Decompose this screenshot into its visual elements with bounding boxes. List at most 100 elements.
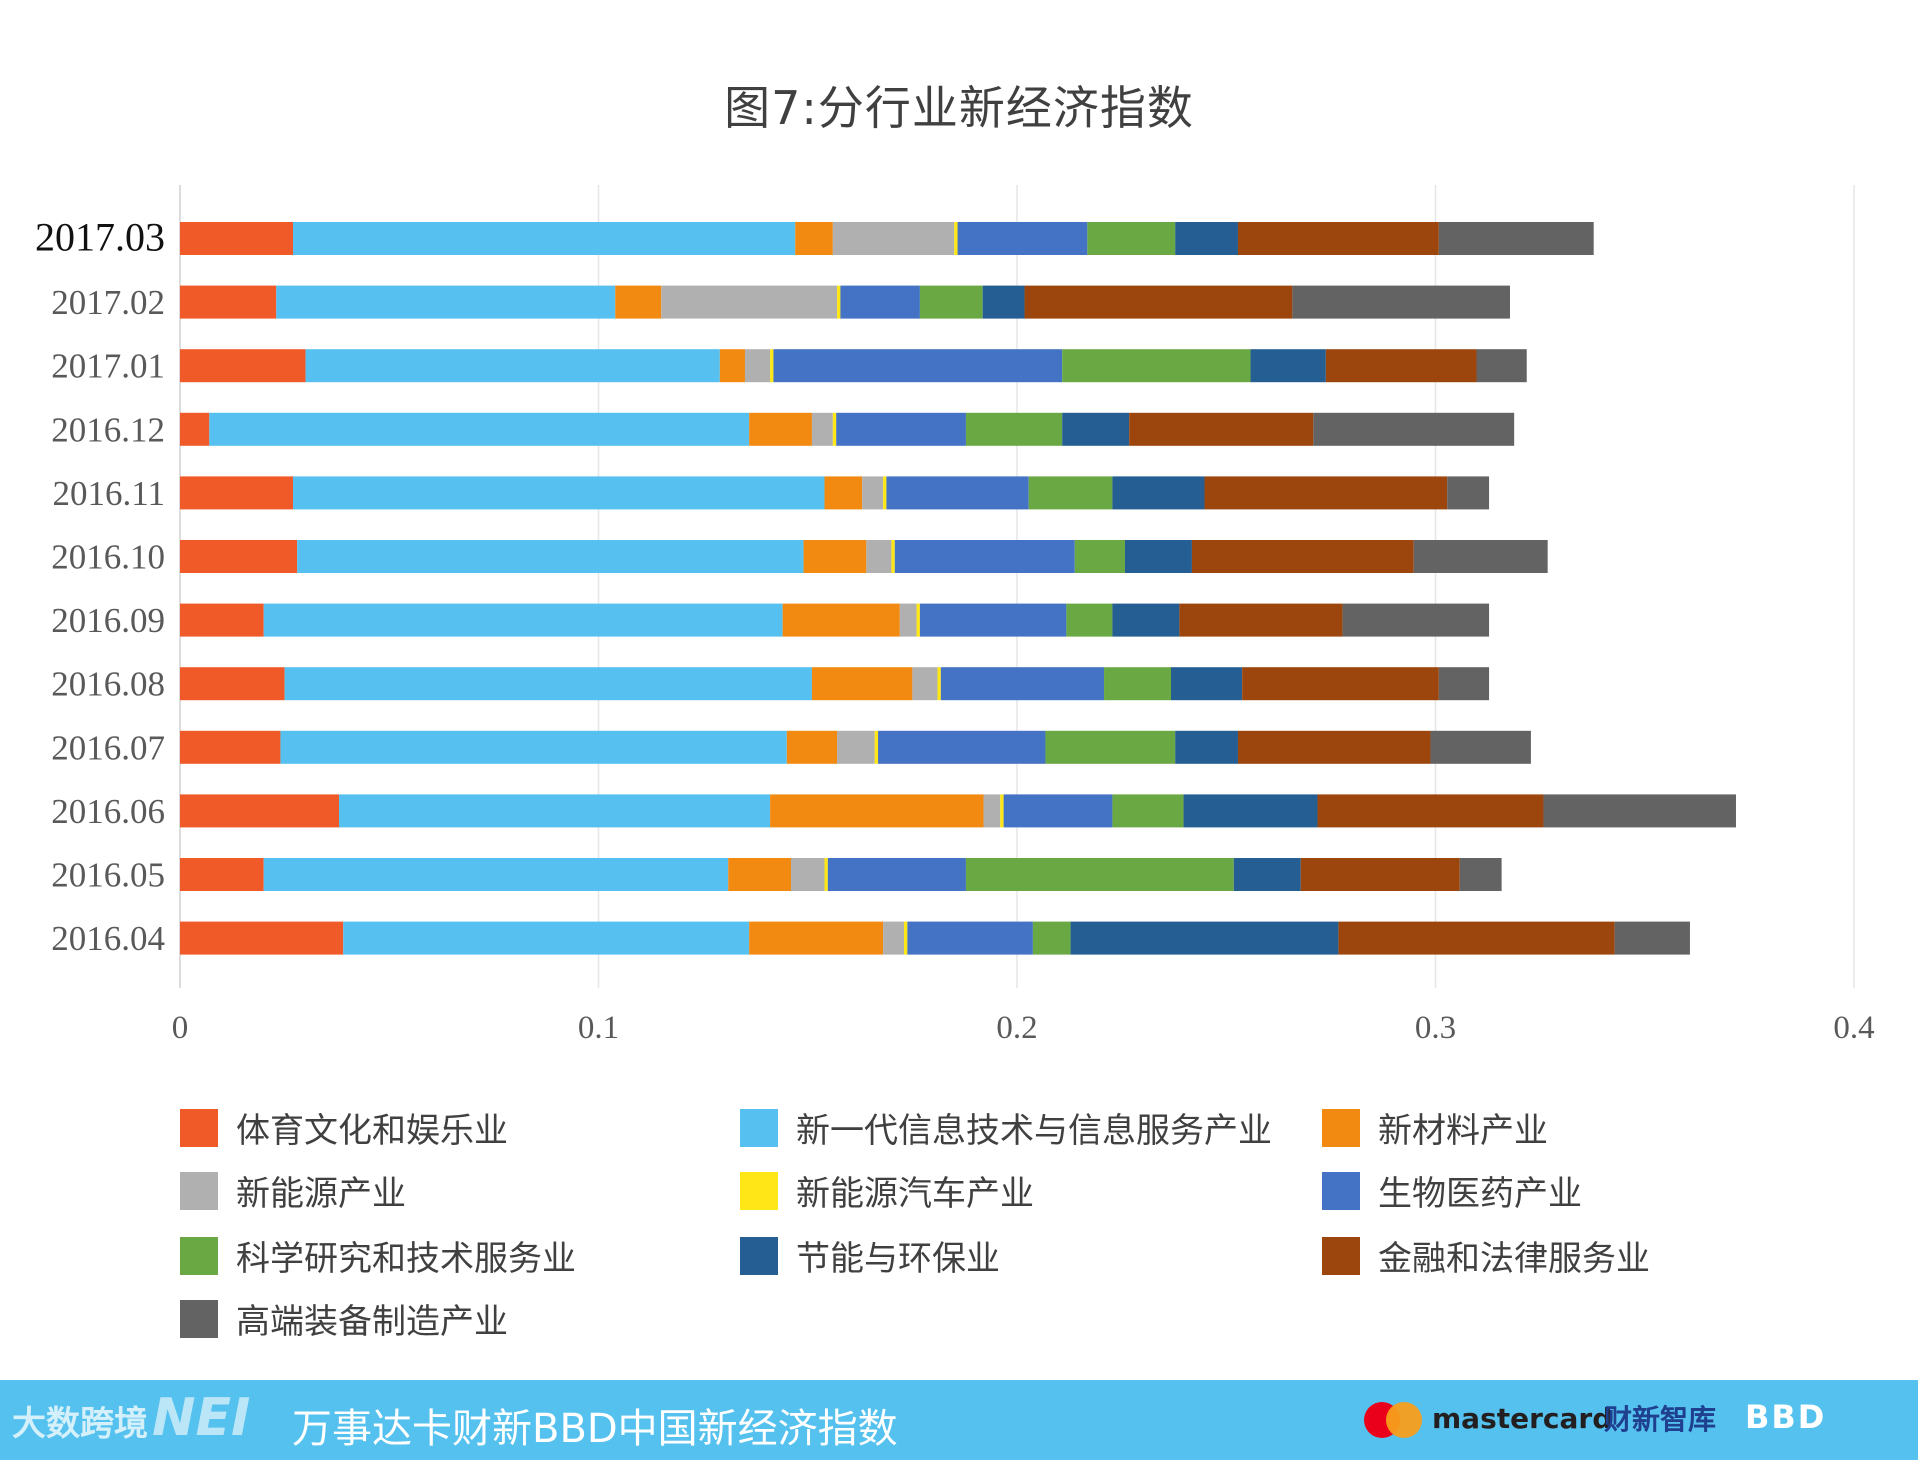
bar-segment-9 — [1342, 603, 1490, 637]
bar-segment-7 — [982, 285, 1025, 319]
footer-title: 万事达卡财新BBD中国新经济指数 — [292, 1406, 898, 1452]
bar-segment-4 — [883, 476, 887, 510]
bar-segment-6 — [1074, 540, 1125, 573]
bar-segment-5 — [836, 412, 966, 446]
bar-segment-4 — [916, 603, 920, 637]
legend-label: 金融和法律服务业 — [1378, 1239, 1650, 1279]
y-tick-label: 2016.08 — [51, 665, 165, 704]
y-tick-label: 2016.04 — [51, 919, 165, 958]
bar-segment-8 — [1237, 730, 1431, 764]
bar-segment-6 — [919, 285, 983, 319]
bar-segment-1 — [305, 349, 720, 383]
bar-segment-2 — [795, 222, 833, 255]
bar-segment-1 — [292, 222, 796, 255]
legend-item: 生物医药产业 — [1322, 1166, 1582, 1215]
legend-label: 高端装备制造产业 — [236, 1302, 508, 1342]
bar-segment-0 — [180, 476, 293, 510]
legend-swatch — [740, 1108, 778, 1147]
bar-segment-8 — [1204, 476, 1448, 510]
bar-segment-1 — [292, 476, 825, 510]
bar-segment-6 — [1062, 349, 1251, 383]
bar-segment-3 — [983, 794, 1001, 828]
bar-segment-9 — [1438, 667, 1490, 701]
bar-stack-2016.08 — [180, 667, 1490, 701]
bar-segment-3 — [862, 476, 884, 510]
bar-segment-0 — [180, 921, 344, 955]
bar-segment-0 — [180, 285, 277, 319]
legend-item: 体育文化和娱乐业 — [180, 1103, 508, 1152]
legend-label: 体育文化和娱乐业 — [236, 1111, 508, 1151]
bar-segment-1 — [297, 540, 804, 573]
legend-label: 新能源产业 — [236, 1174, 406, 1214]
bar-segment-9 — [1292, 285, 1510, 319]
y-axis-tick-labels: 2017.03 2017.02 2017.01 2016.12 2016.11 2016.… — [35, 215, 165, 959]
bar-segment-8 — [1179, 603, 1343, 637]
mastercard-logo-text: mastercard — [1432, 1402, 1613, 1435]
bar-segment-0 — [180, 858, 264, 891]
caixin-logo: 财新智库 — [1604, 1403, 1717, 1436]
bar-segment-8 — [1237, 222, 1439, 255]
y-tick-label: 2017.03 — [35, 215, 165, 260]
legend-swatch — [180, 1108, 218, 1147]
bar-segment-2 — [824, 476, 863, 510]
bar-segment-6 — [1028, 476, 1113, 510]
bar-segment-4 — [937, 667, 941, 701]
y-tick-label: 2016.10 — [51, 538, 165, 577]
bar-segment-3 — [912, 667, 938, 701]
bar-segment-0 — [180, 667, 285, 701]
y-tick-label: 2016.11 — [53, 474, 165, 513]
bar-segment-1 — [263, 858, 729, 891]
bar-segment-2 — [782, 603, 900, 637]
legend-label: 新能源汽车产业 — [796, 1174, 1034, 1214]
legend-swatch — [740, 1236, 778, 1275]
bar-stack-2016.05 — [180, 858, 1502, 891]
bar-segment-2 — [749, 921, 884, 955]
legend-label: 生物医药产业 — [1378, 1174, 1582, 1214]
legend-item: 高端装备制造产业 — [180, 1294, 508, 1343]
bar-segment-4 — [1000, 794, 1004, 828]
bar-stack-2016.10 — [180, 540, 1548, 573]
bar-segment-3 — [837, 730, 875, 764]
bar-segment-9 — [1438, 222, 1594, 255]
bar-segment-4 — [904, 921, 908, 955]
bar-segment-4 — [874, 730, 879, 764]
bar-segment-8 — [1242, 667, 1439, 701]
bar-segment-2 — [770, 794, 984, 828]
bar-segment-4 — [832, 412, 837, 446]
bar-segment-5 — [940, 667, 1105, 701]
y-tick-label: 2016.09 — [51, 601, 165, 640]
bar-segment-6 — [965, 858, 1234, 891]
mastercard-icon — [1364, 1402, 1422, 1438]
bar-segment-7 — [1233, 858, 1301, 891]
bar-segment-7 — [1175, 222, 1238, 255]
bar-segment-8 — [1317, 794, 1544, 828]
bar-segment-6 — [1112, 794, 1184, 828]
bar-stacks — [180, 222, 1736, 955]
bar-segment-3 — [866, 540, 892, 573]
bar-segment-4 — [770, 349, 774, 383]
bar-segment-3 — [811, 412, 833, 446]
y-tick-label: 2016.12 — [51, 410, 165, 449]
bar-segment-2 — [803, 540, 867, 573]
bar-segment-2 — [719, 349, 745, 383]
bar-segment-5 — [907, 921, 1033, 955]
bar-segment-8 — [1338, 921, 1615, 955]
bar-segment-5 — [840, 285, 920, 319]
legend-item: 节能与环保业 — [740, 1231, 1000, 1280]
mastercard-yellow-circle — [1386, 1402, 1422, 1438]
bar-segment-7 — [1250, 349, 1326, 383]
legend-swatch — [180, 1171, 218, 1210]
bar-segment-0 — [180, 794, 340, 828]
y-tick-label: 2016.06 — [51, 792, 165, 831]
bar-stack-2016.11 — [180, 476, 1490, 510]
bar-segment-6 — [1032, 921, 1071, 955]
bar-segment-3 — [832, 222, 955, 255]
x-axis-tick-labels: 0 0.1 0.2 0.3 0.4 — [172, 1010, 1875, 1046]
bar-segment-5 — [1003, 794, 1113, 828]
bar-stack-2016.04 — [180, 921, 1690, 955]
bar-segment-7 — [1175, 730, 1238, 764]
legend-swatch — [1322, 1108, 1360, 1147]
legend-swatch — [1322, 1236, 1360, 1275]
bar-segment-5 — [957, 222, 1088, 255]
bar-segment-5 — [773, 349, 1063, 383]
